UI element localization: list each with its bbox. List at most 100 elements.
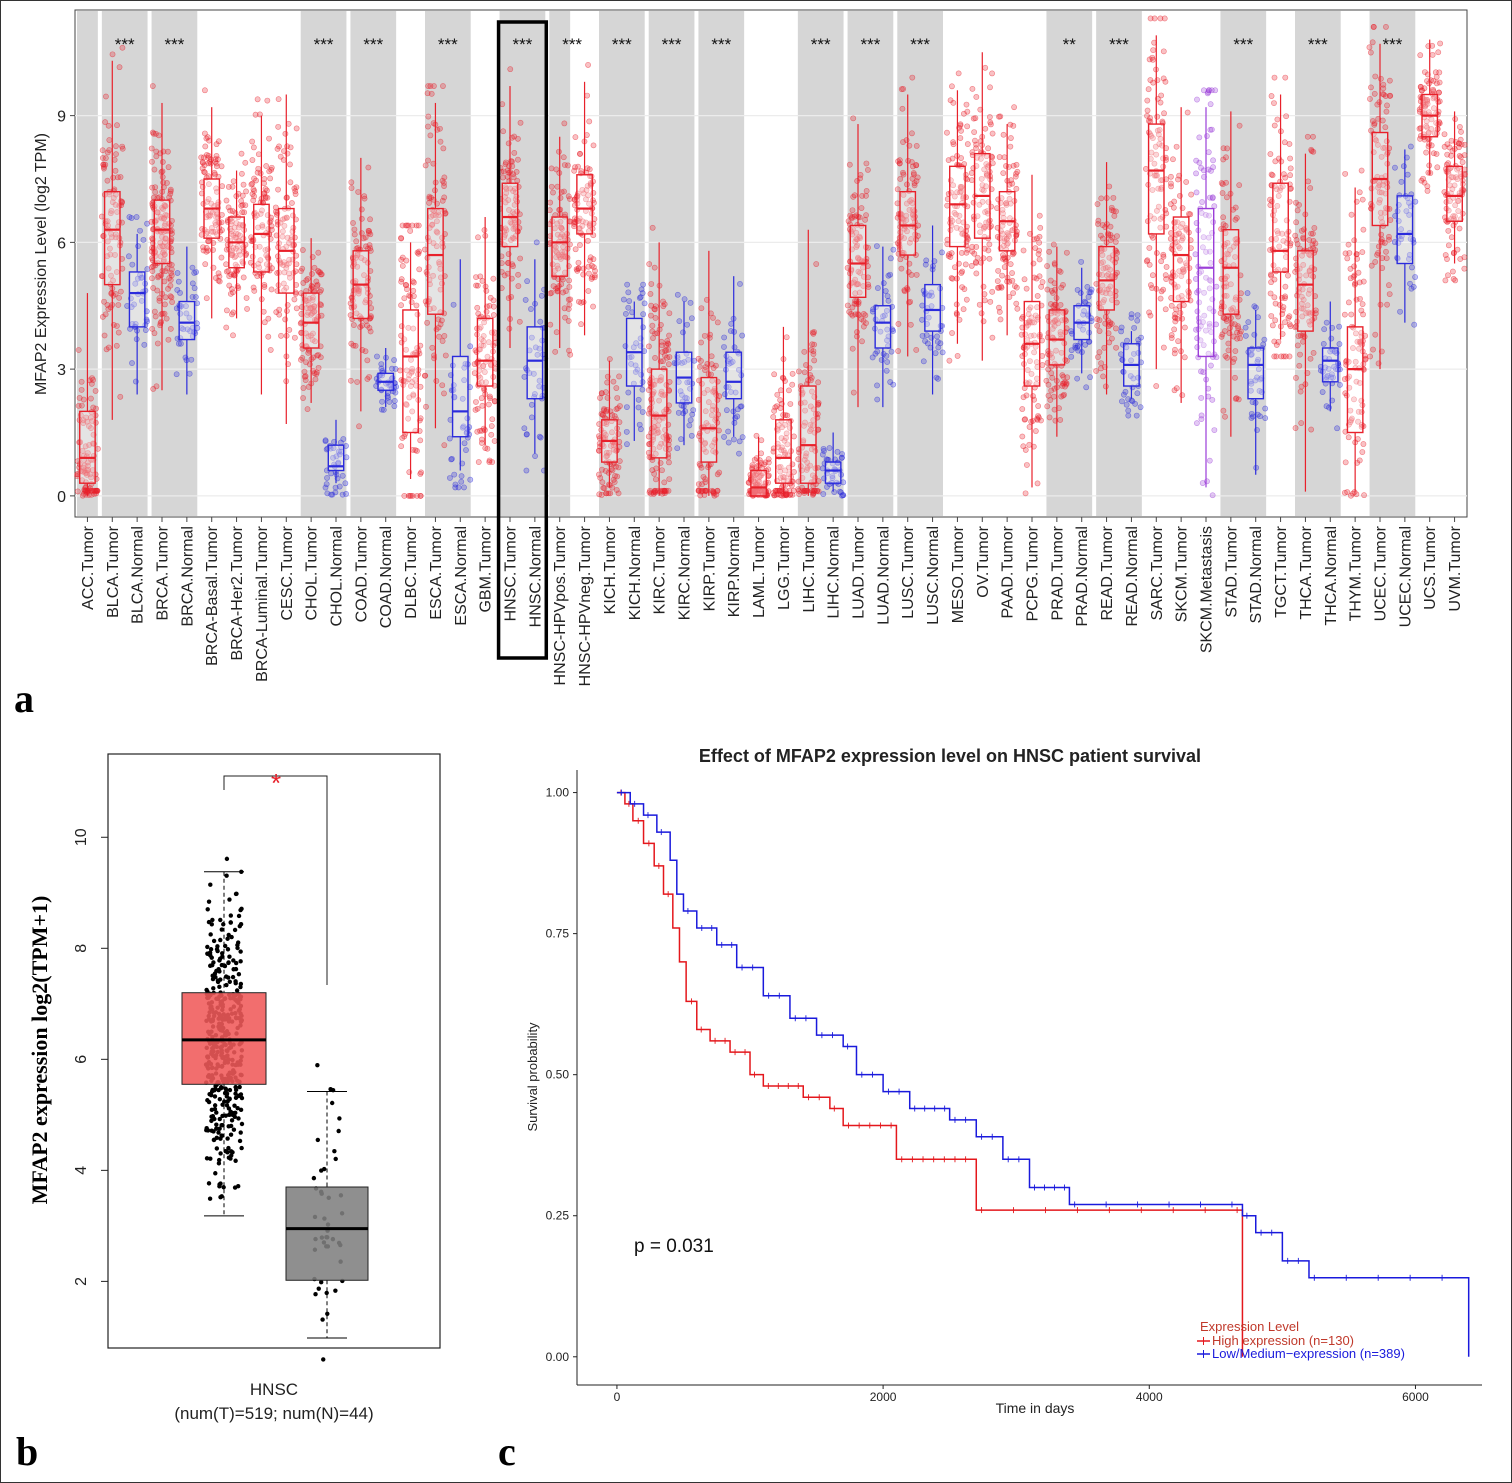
- panel-a-point: [1356, 189, 1363, 196]
- panel-a-point: [585, 270, 592, 277]
- panel-a-point: [796, 368, 802, 375]
- panel-a-point: [201, 162, 208, 169]
- panel-a-point: [286, 240, 292, 246]
- panel-a-point: [920, 358, 927, 365]
- panel-a-point: [596, 447, 602, 454]
- panel-a-point: [565, 306, 572, 312]
- panel-a-point: [254, 273, 261, 279]
- panel-a-point: [1143, 165, 1149, 172]
- panel-a-point: [751, 456, 758, 463]
- panel-a-point: [811, 357, 818, 364]
- panel-a-point: [650, 335, 656, 341]
- panel-a-point: [885, 297, 892, 304]
- panel-a-point: [1153, 383, 1160, 389]
- panel-a-point: [1167, 235, 1174, 242]
- panel-a-point: [175, 278, 182, 285]
- panel-a-point: [215, 156, 221, 163]
- panel-a-point: [380, 406, 387, 413]
- panel-a-point: [429, 344, 436, 351]
- panel-a-point: [1409, 264, 1415, 271]
- panel-a-point: [1225, 340, 1232, 347]
- panel-a-point: [584, 92, 591, 99]
- panel-a-point: [700, 473, 707, 480]
- panel-a-point: [129, 360, 135, 366]
- panel-a-point: [264, 194, 271, 201]
- panel-a-point: [137, 227, 143, 234]
- panel-a-point: [398, 235, 404, 241]
- panel-a-point: [343, 490, 349, 497]
- panel-a-point: [358, 206, 365, 213]
- panel-a-box: [824, 461, 842, 484]
- panel-a-point: [256, 243, 263, 250]
- panel-a-point: [1119, 398, 1125, 405]
- panel-a-point: [547, 199, 554, 206]
- panel-a-point: [439, 338, 446, 344]
- panel-a-box: [1147, 123, 1165, 235]
- panel-a-point: [1077, 339, 1084, 346]
- panel-a-point: [553, 329, 560, 336]
- panel-a-point: [1417, 52, 1424, 59]
- panel-a-point: [304, 406, 311, 413]
- panel-a-point: [499, 101, 506, 108]
- panel-a-point: [407, 492, 413, 499]
- panel-a-point: [695, 487, 702, 493]
- panel-a-point: [1377, 75, 1384, 82]
- panel-a-point: [884, 359, 891, 365]
- panel-a-point: [219, 183, 226, 190]
- panel-a-point: [1282, 74, 1289, 81]
- panel-a-point: [244, 306, 250, 312]
- panel-a-point: [882, 288, 889, 294]
- panel-a-point: [708, 353, 715, 360]
- panel-a-point: [658, 338, 665, 345]
- panel-a-point: [425, 83, 432, 89]
- panel-a-point: [1384, 301, 1390, 308]
- panel-a-point: [354, 379, 361, 385]
- panel-a-point: [696, 363, 703, 370]
- panel-a-point: [976, 301, 983, 308]
- panel-a-point: [510, 174, 517, 181]
- panel-a-point: [114, 122, 120, 129]
- panel-a-point: [398, 443, 405, 450]
- panel-a-box: [1446, 165, 1463, 222]
- panel-a-point: [537, 434, 544, 441]
- panel-a-point: [666, 459, 672, 466]
- panel-a-point: [1381, 240, 1388, 246]
- panel-a-point: [1050, 241, 1057, 248]
- panel-a-point: [358, 230, 365, 237]
- panel-a-point: [1283, 113, 1290, 120]
- panel-a-point: [490, 303, 497, 310]
- panel-a-point: [1383, 255, 1390, 262]
- panel-a-point: [721, 434, 727, 440]
- panel-a-point: [1146, 56, 1153, 63]
- panel-a-point: [1412, 198, 1419, 205]
- panel-a-point: [1003, 258, 1010, 265]
- panel-a-point: [263, 187, 270, 194]
- panel-a-point: [749, 462, 756, 469]
- panel-a-point: [1220, 407, 1227, 414]
- panel-a-point: [1028, 418, 1035, 425]
- panel-a-point: [339, 491, 346, 498]
- panel-a-point: [1452, 116, 1459, 122]
- panel-a-point: [416, 266, 423, 273]
- panel-a-point: [446, 435, 453, 442]
- panel-a-point: [1236, 122, 1243, 129]
- panel-a-point: [1168, 183, 1174, 190]
- panel-a-point: [517, 119, 524, 126]
- panel-a-point: [625, 389, 632, 396]
- panel-a-point: [517, 255, 524, 262]
- panel-a-point: [433, 378, 440, 384]
- panel-a-point: [149, 184, 156, 191]
- panel-a-box: [1396, 195, 1414, 265]
- panel-a-point: [1294, 241, 1301, 247]
- panel-a-point: [1245, 319, 1252, 326]
- panel-a-point: [649, 224, 656, 231]
- panel-a-point: [85, 487, 92, 494]
- panel-a-point: [1450, 222, 1457, 229]
- panel-a-point: [286, 327, 293, 333]
- panel-a-point: [737, 281, 743, 287]
- panel-a-point: [287, 161, 293, 168]
- panel-a-point: [1307, 185, 1314, 191]
- panel-a-point: [1173, 385, 1180, 392]
- panel-a-point: [213, 163, 220, 170]
